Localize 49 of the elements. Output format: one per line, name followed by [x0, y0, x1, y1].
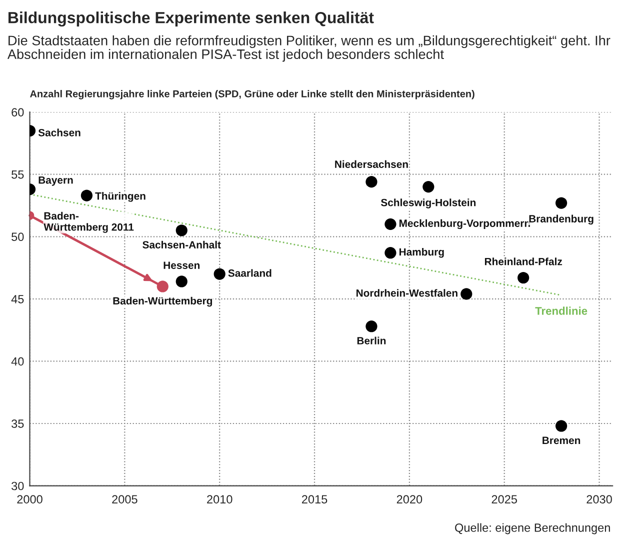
point: [366, 176, 378, 188]
point: [384, 218, 396, 230]
point: [366, 320, 378, 332]
chart-title: Bildungspolitische Experimente senken Qualität: [8, 12, 374, 27]
point: [555, 197, 568, 209]
annotation: Bremen: [542, 436, 580, 444]
series-label: Trendlinie: [535, 306, 588, 315]
annotation: Niedersachsen: [335, 160, 408, 168]
annotation: Brandenburg: [529, 214, 594, 225]
point: [176, 224, 188, 236]
annotation: Nordrhein-Westfalen: [356, 289, 458, 297]
y-tick-label: 40: [11, 357, 24, 366]
y-tick-label: 55: [12, 170, 24, 179]
point: [422, 181, 434, 193]
point: [80, 190, 93, 202]
y-tick-label: 60: [12, 108, 24, 116]
x-tick-label: 2010: [207, 495, 232, 504]
annotation: Thüringen: [95, 192, 146, 202]
point: [384, 247, 396, 259]
annotation: Schleswig-Holstein: [380, 198, 476, 208]
annotation: Saarland: [228, 269, 272, 277]
point: [214, 268, 226, 280]
point: [176, 276, 188, 288]
annotation: Berlin: [357, 336, 386, 344]
x-tick-label: 2020: [396, 495, 422, 504]
point: [460, 288, 472, 300]
annotation: Bayern: [38, 176, 73, 186]
chart-subtitle: Die Stadtstaaten haben die reformfreudigsten Politiker, wenn es um „Bildungsgerechtigkeit“ geht. Ihr Abschneiden im internationalen PISA-Test ist jedoch besonders schlecht: [7, 35, 610, 62]
y-tick-label: 45: [11, 295, 24, 304]
point: [518, 272, 530, 284]
x-tick-label: 2000: [17, 495, 42, 504]
y-tick-label: 30: [12, 482, 24, 490]
y-tick-label: 35: [12, 420, 24, 428]
source-note: Quelle: eigene Berechnungen: [455, 523, 610, 534]
x-tick-label: 2030: [586, 495, 612, 504]
annotation: Baden-Württemberg: [113, 296, 212, 307]
x-tick-label: 2025: [492, 495, 517, 504]
annotation: Sachsen-Anhalt: [142, 240, 221, 248]
annotation: Hessen: [164, 262, 200, 270]
point: [555, 420, 568, 432]
x-tick-label: 2005: [112, 495, 138, 504]
y-axis-title: Anzahl Regierungsjahre linke Parteien (SPD, Grüne oder Linke stellt den Ministerpräsidenten): [30, 90, 474, 100]
annotation: Baden- Württemberg 2011: [44, 212, 134, 233]
annotation: Mecklenburg-Vorpommern: [399, 219, 530, 230]
annotation: Hamburg: [399, 248, 444, 258]
annotation: Rheinland-Pfalz: [484, 258, 562, 266]
annotation: Sachsen: [38, 128, 80, 136]
y-tick-label: 50: [12, 232, 24, 242]
x-tick-label: 2015: [302, 495, 328, 504]
